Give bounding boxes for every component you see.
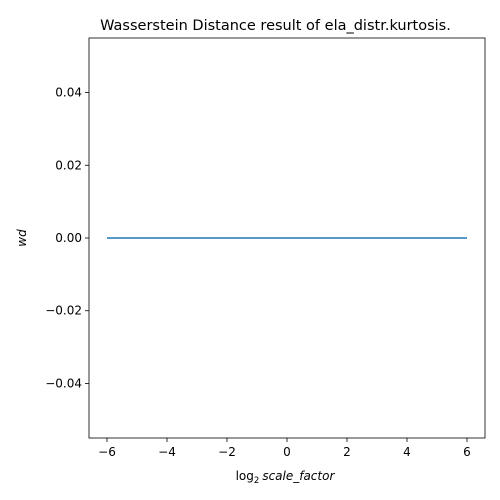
x-axis-label: log2 scale_factor	[236, 469, 336, 486]
y-tick-label: 0.00	[55, 231, 82, 245]
x-tick-label: 2	[343, 445, 351, 459]
y-axis-ticks: −0.04 −0.02 0.00 0.02 0.04	[45, 86, 89, 390]
chart-title: Wasserstein Distance result of ela_distr…	[100, 18, 451, 34]
x-tick-label: 6	[463, 445, 471, 459]
y-tick-label: −0.02	[45, 304, 82, 318]
y-tick-label: 0.04	[55, 86, 82, 100]
x-tick-label: −2	[218, 445, 236, 459]
y-tick-label: −0.04	[45, 376, 82, 390]
x-axis-label-variable: scale_factor	[262, 469, 335, 483]
x-axis-label-subscript: 2	[254, 476, 259, 486]
y-axis-label: wd	[15, 229, 29, 247]
x-tick-label: 0	[283, 445, 291, 459]
x-axis-label-prefix: log	[236, 469, 254, 483]
x-tick-label: −4	[158, 445, 176, 459]
x-tick-label: −6	[98, 445, 116, 459]
x-axis-ticks: −6 −4 −2 0 2 4 6	[98, 438, 471, 459]
x-tick-label: 4	[403, 445, 411, 459]
y-tick-label: 0.02	[55, 158, 82, 172]
